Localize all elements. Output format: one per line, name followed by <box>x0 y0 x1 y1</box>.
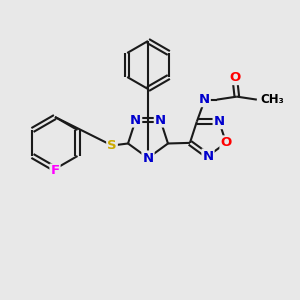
Text: S: S <box>107 139 117 152</box>
Text: N: N <box>214 115 225 128</box>
Text: N: N <box>130 113 141 127</box>
Text: N: N <box>202 149 214 163</box>
Text: N: N <box>155 113 166 127</box>
Text: H: H <box>200 93 210 106</box>
Text: O: O <box>229 71 241 84</box>
Text: N: N <box>198 93 209 106</box>
Text: CH₃: CH₃ <box>261 93 285 106</box>
Text: N: N <box>142 152 154 164</box>
Text: O: O <box>220 136 232 149</box>
Text: F: F <box>50 164 60 178</box>
